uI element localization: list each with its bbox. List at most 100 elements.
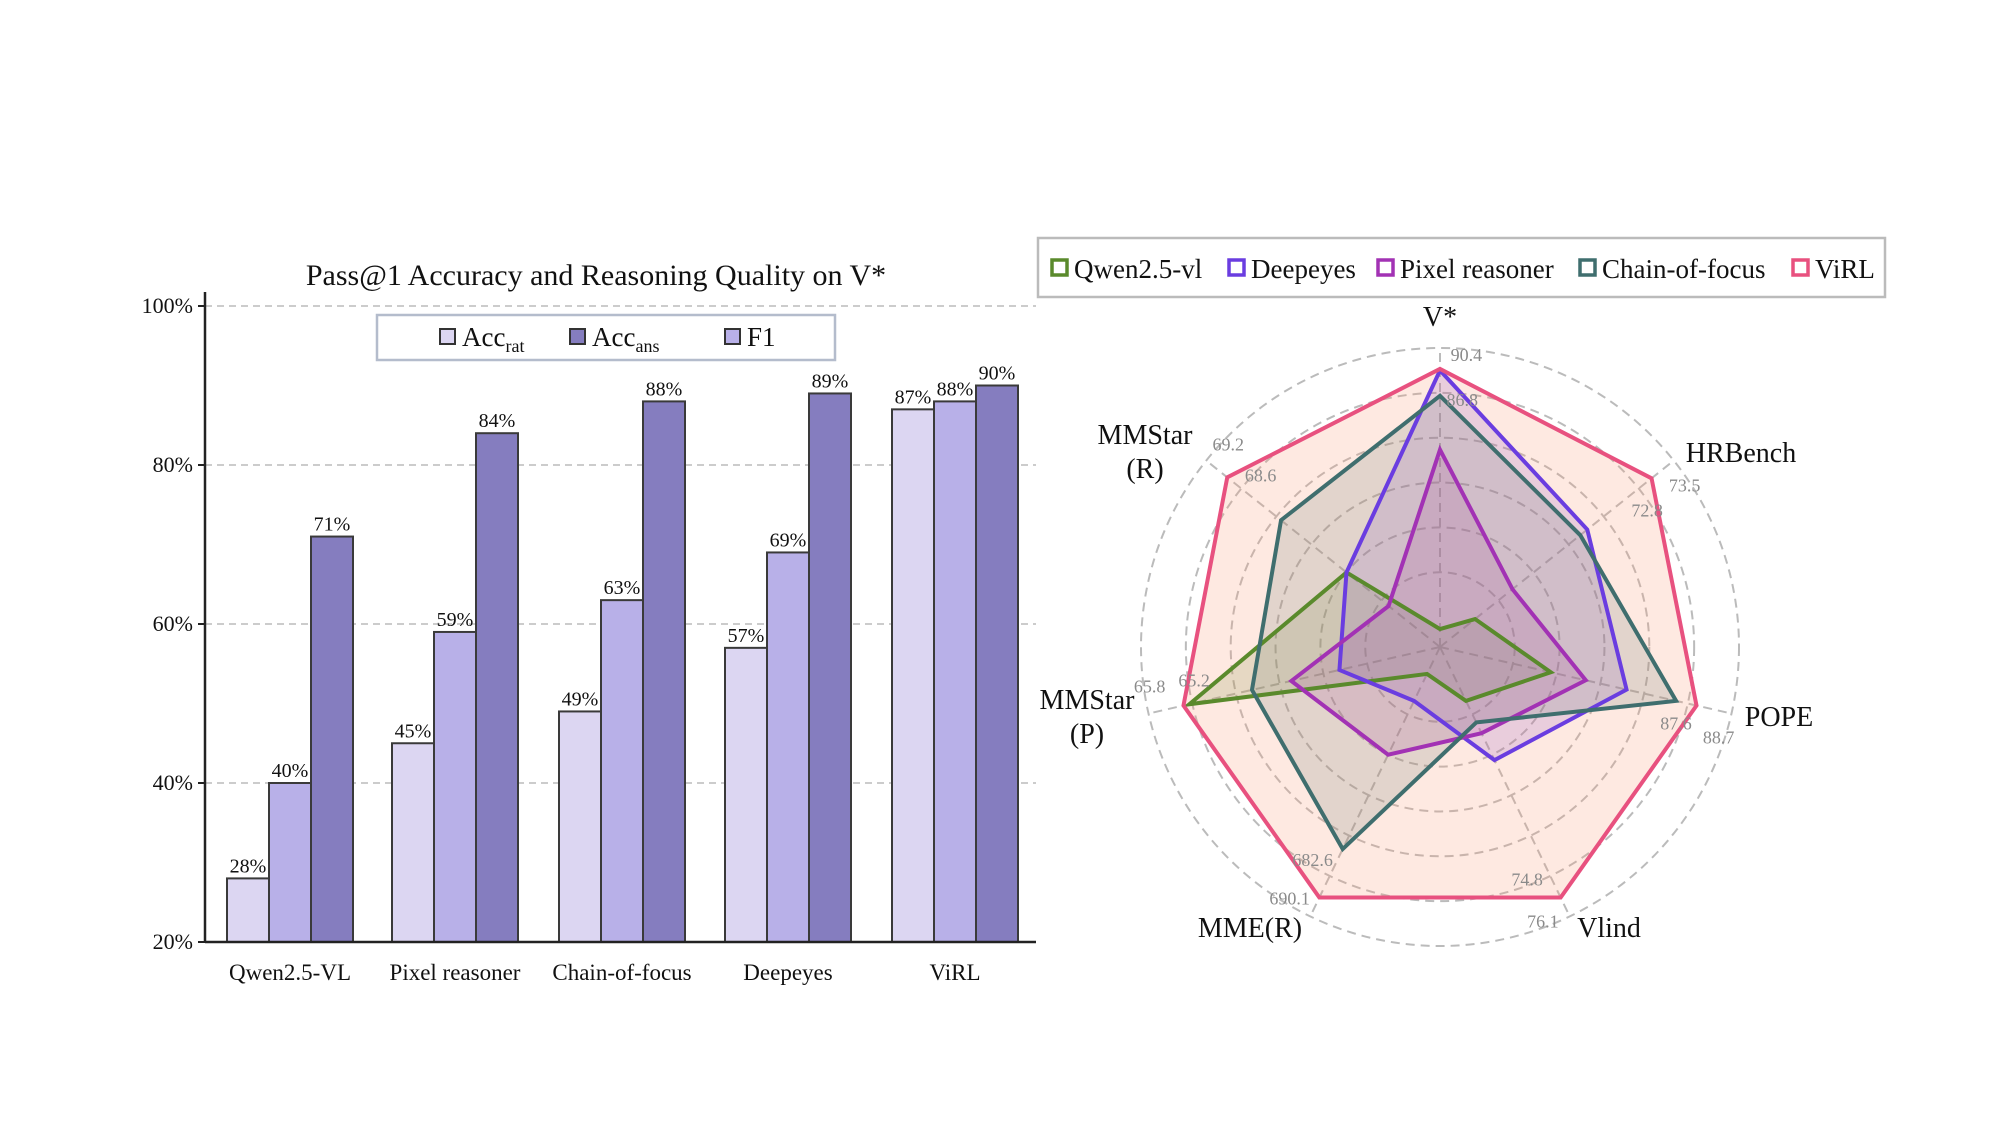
radar-spoke (1205, 459, 1441, 648)
radar-tick-label: 74.8 (1511, 869, 1543, 889)
bar-chart-title: Pass@1 Accuracy and Reasoning Quality on… (306, 259, 886, 292)
radar-ring (1229, 436, 1651, 858)
radar-tick-label: 72.8 (1631, 500, 1663, 520)
bar (600, 599, 644, 944)
legend-label: F1 (747, 322, 776, 352)
legend-swatch (439, 328, 456, 345)
radar-axis-label: MME(R) (1198, 913, 1302, 944)
bar (268, 782, 312, 943)
radar-tick-label: 90.4 (1451, 345, 1483, 365)
x-tick-label: Chain-of-focus (552, 960, 691, 985)
bar (558, 710, 602, 944)
radar-ring (1274, 481, 1606, 813)
bar (226, 877, 270, 944)
bar (766, 551, 810, 943)
radar-spoke (1148, 646, 1441, 715)
legend-label: Chain-of-focus (1602, 254, 1765, 284)
legend-label: Pixel reasoner (1400, 254, 1554, 284)
radar-tick-label: 68.6 (1245, 465, 1277, 485)
bar-value-label: 40% (272, 760, 309, 782)
legend-swatch (1050, 258, 1069, 277)
radar-axis-label: (P) (1070, 719, 1104, 750)
legend-swatch (1376, 258, 1395, 277)
radar-axis-label: (R) (1126, 454, 1163, 485)
bar (724, 646, 768, 943)
radar-tick-label: 88.7 (1703, 728, 1735, 748)
bar-chart: Pass@1 Accuracy and Reasoning Quality on… (142, 259, 1036, 985)
bar (891, 408, 935, 944)
radar-axis-label: Vlind (1577, 913, 1641, 944)
radar-spoke (1439, 646, 1732, 715)
legend-swatch (724, 328, 741, 345)
radar-tick-label: 73.5 (1669, 476, 1701, 496)
radar-legend: Qwen2.5-vl Deepeyes Pixel reasoner Chain-of… (1036, 236, 1887, 299)
bar-value-label: 88% (937, 378, 974, 400)
bar-value-label: 71% (314, 514, 351, 536)
y-tick-label: 100% (142, 293, 193, 318)
bar (933, 400, 977, 943)
radar-tick-label: 86.8 (1447, 390, 1479, 410)
legend-label: Qwen2.5-vl (1074, 254, 1202, 284)
radar-grid (1140, 347, 1740, 947)
radar-tick-label: 69.2 (1213, 434, 1245, 454)
bar-value-label: 89% (812, 370, 849, 392)
bar (391, 742, 435, 943)
legend-label: Accans (592, 322, 659, 356)
radar-legend-box (1036, 236, 1887, 299)
radar-line (1182, 569, 1556, 708)
radar-ring (1184, 391, 1696, 903)
bar-value-label: 87% (895, 386, 932, 408)
bar (642, 400, 686, 943)
bar (433, 630, 477, 943)
bar-value-label: 28% (230, 855, 267, 877)
radar-series (1181, 366, 1699, 900)
y-tick-label: 80% (153, 452, 193, 477)
radar-axis-label: POPE (1745, 702, 1813, 733)
legend-label: ViRL (1815, 254, 1875, 284)
radar-tick-label: 690.1 (1269, 889, 1310, 909)
radar-area (1183, 368, 1697, 898)
radar-axis-label: MMStar (1098, 420, 1194, 451)
bar-value-label: 90% (979, 363, 1016, 385)
bar-value-label: 63% (604, 577, 641, 599)
bar (310, 535, 354, 943)
radar-spoke (1439, 646, 1571, 917)
legend-label: Deepeyes (1251, 254, 1356, 284)
bar-value-label: 45% (395, 720, 432, 742)
x-tick-label: ViRL (929, 960, 980, 985)
radar-line (1181, 366, 1699, 900)
radar-labels: V* 90.4 86.8 HRBench 73.5 72.8 POPE 88.7 87.6 Vli… (1040, 302, 1814, 944)
radar-axis-label: V* (1423, 302, 1457, 333)
radar-spoke (1439, 459, 1675, 648)
bar (975, 384, 1019, 943)
legend-swatch (1227, 258, 1246, 277)
legend-swatch (1791, 258, 1810, 277)
radar-area (1339, 370, 1627, 761)
x-tick-label: Deepeyes (743, 960, 832, 985)
y-tick-label: 20% (153, 929, 193, 954)
bar-value-label: 57% (728, 625, 765, 647)
radar-line (1249, 393, 1680, 853)
bar-value-label: 59% (437, 609, 474, 631)
bar-legend: Accrat Accans F1 (375, 313, 837, 362)
bar-axes: 20% 40% 60% 80% 100% Qwen2.5-VL Pixel reasoner… (142, 292, 1036, 985)
bar (475, 432, 519, 943)
radar-axis-label: HRBench (1686, 438, 1796, 469)
legend-swatch (1578, 258, 1597, 277)
y-tick-label: 60% (153, 611, 193, 636)
radar-axis-label: MMStar (1040, 685, 1136, 716)
bar-value-label: 49% (562, 688, 599, 710)
legend-label: Accrat (462, 322, 524, 356)
radar-line (1288, 444, 1589, 757)
x-tick-label: Pixel reasoner (390, 960, 521, 985)
radar-spoke (1309, 646, 1441, 917)
radar-tick-label: 682.6 (1292, 850, 1333, 870)
radar-tick-label: 76.1 (1527, 911, 1559, 931)
radar-area (1189, 572, 1551, 705)
bar-value-label: 84% (479, 410, 516, 432)
legend-swatch (569, 328, 586, 345)
y-tick-label: 40% (153, 770, 193, 795)
bar-value-label: 88% (646, 378, 683, 400)
bar (808, 392, 852, 943)
